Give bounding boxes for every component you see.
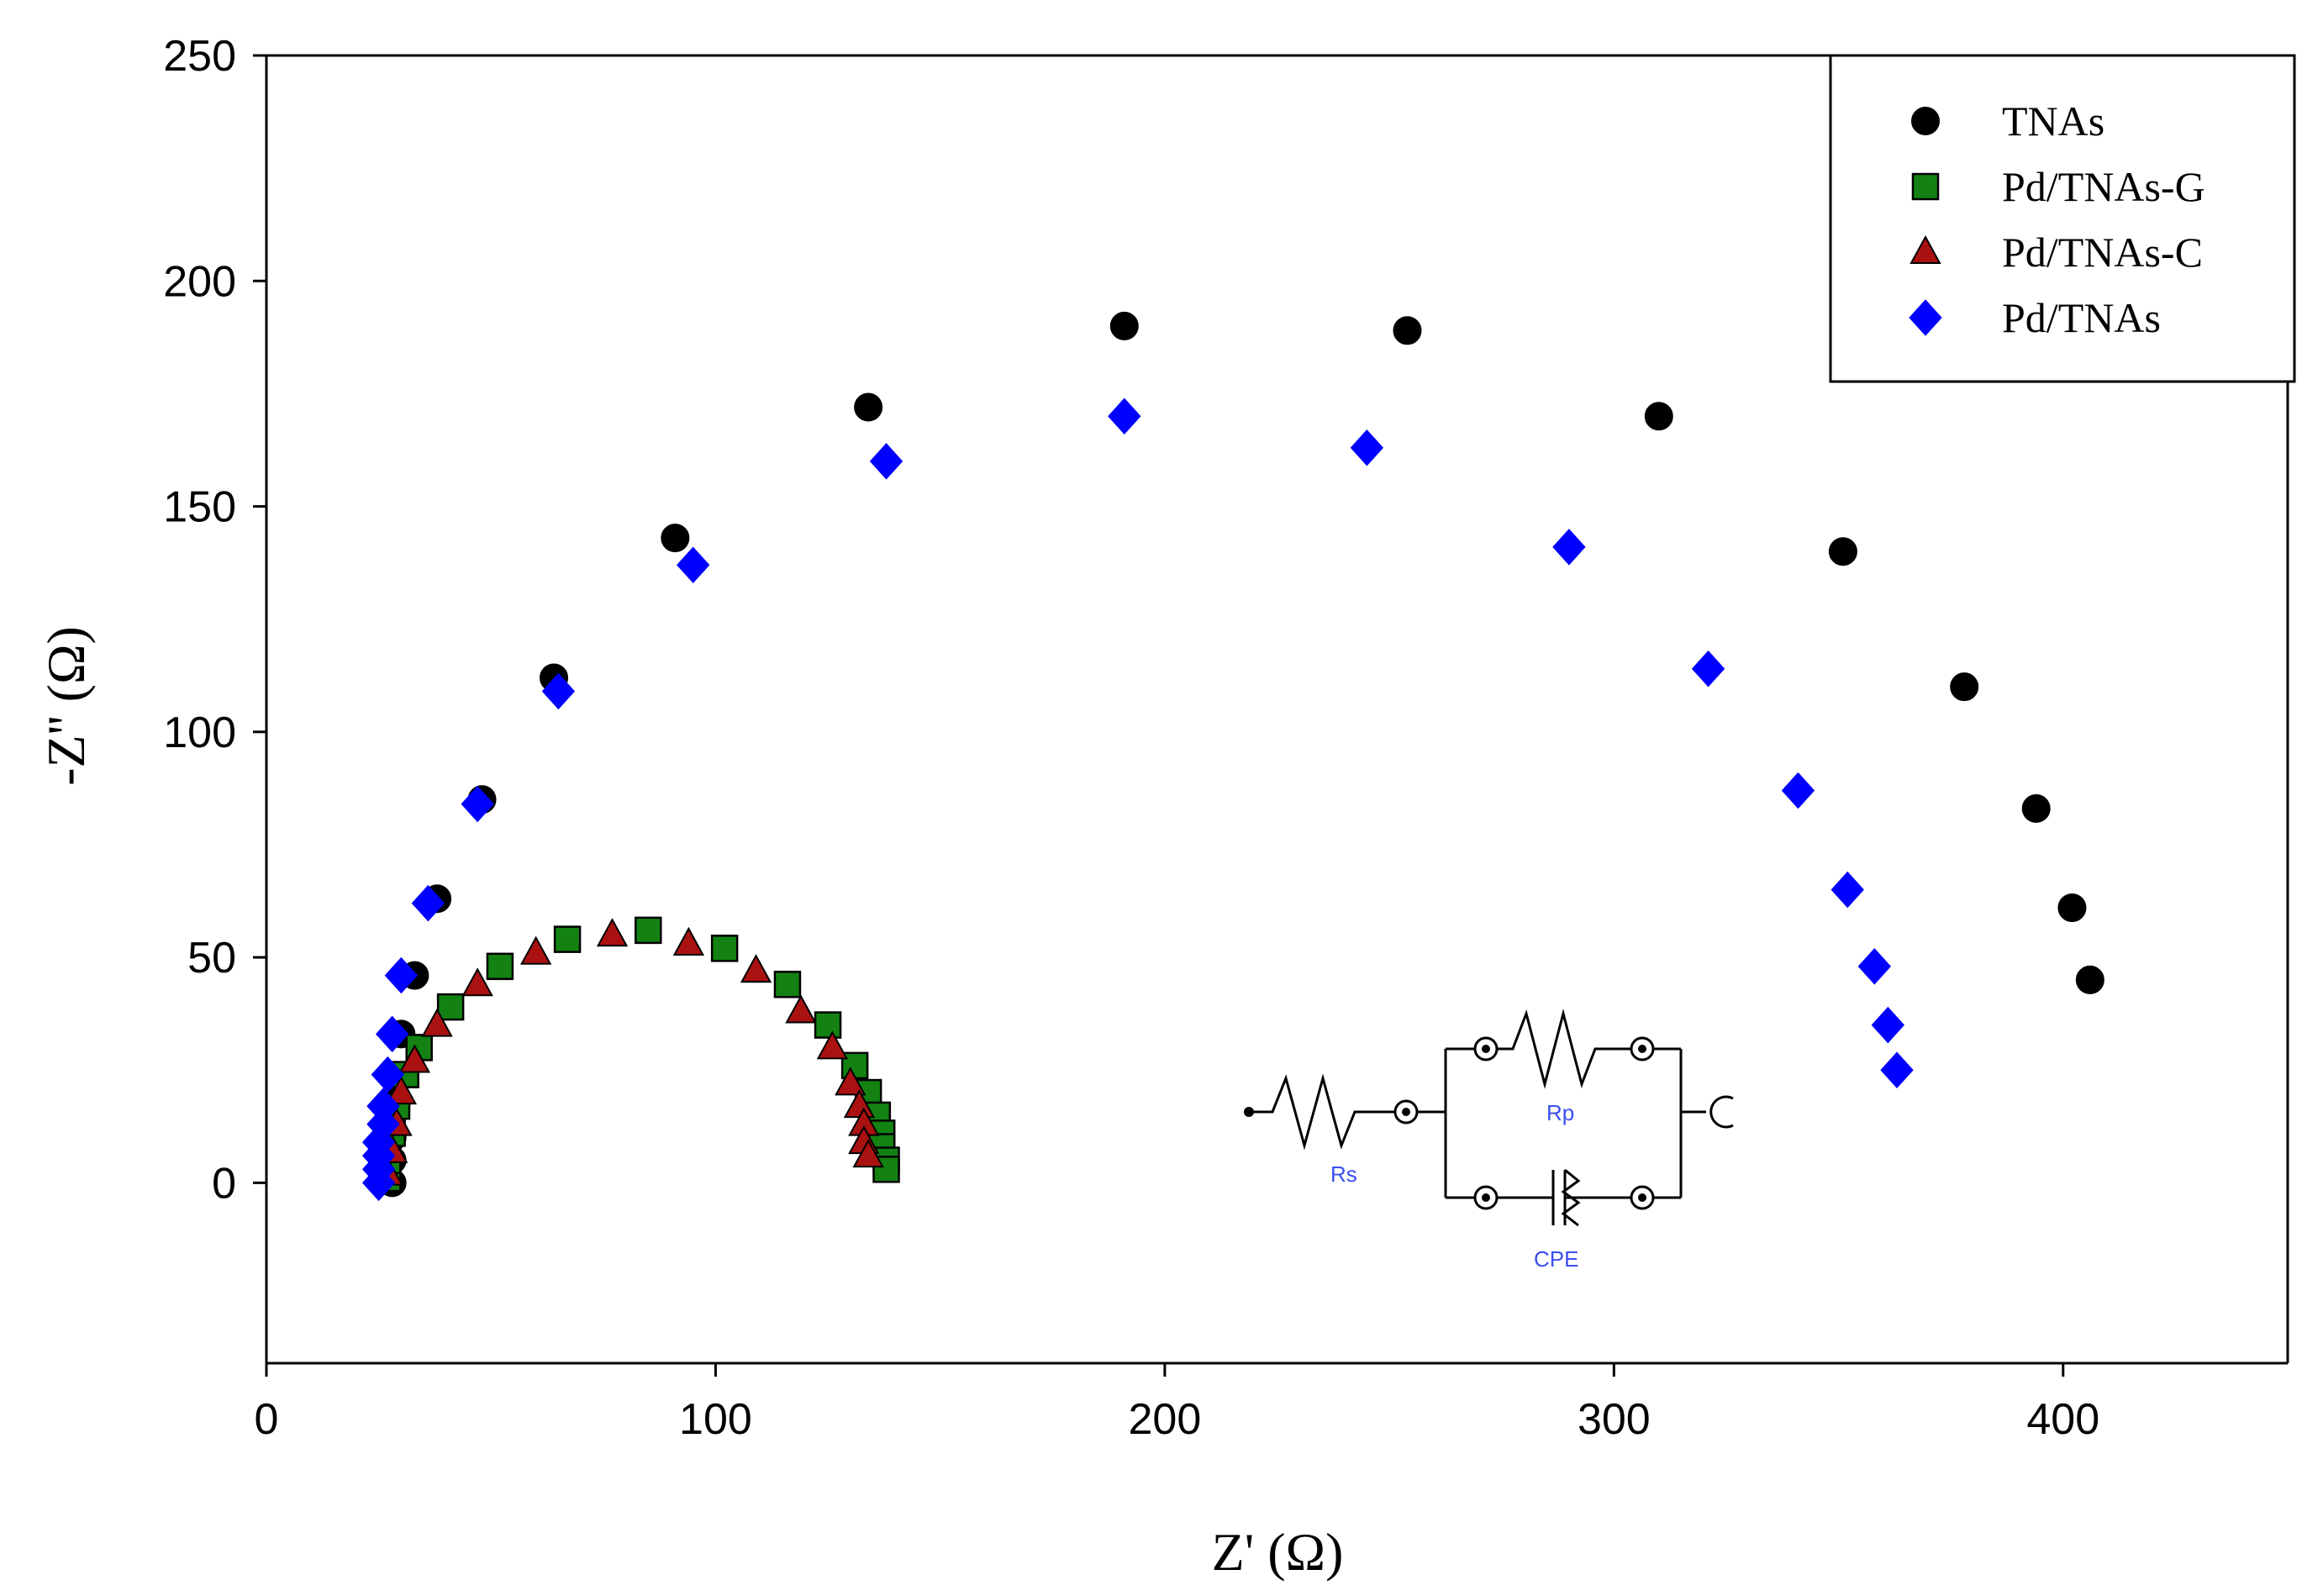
circuit-node-1-dot xyxy=(1402,1108,1410,1116)
x-tick-label: 100 xyxy=(679,1395,752,1444)
legend: TNAs Pd/TNAs-G Pd/TNAs-C Pd/TNAs xyxy=(1829,54,2296,383)
data-point xyxy=(635,916,662,945)
cpe-label: CPE xyxy=(1534,1246,1578,1272)
data-point xyxy=(366,1088,400,1125)
data-point xyxy=(1552,529,1586,566)
legend-label: Pd/TNAs xyxy=(2002,294,2161,341)
x-tick-label: 300 xyxy=(1578,1395,1651,1444)
y-tick-label: 50 xyxy=(187,934,236,982)
data-point xyxy=(553,925,582,953)
data-point xyxy=(1691,650,1725,687)
data-point xyxy=(661,524,690,553)
legend-box xyxy=(1829,54,2296,383)
data-point xyxy=(835,1067,867,1096)
y-tick-label: 100 xyxy=(163,708,236,757)
data-point xyxy=(519,935,552,965)
rp-label: Rp xyxy=(1546,1100,1574,1125)
data-point xyxy=(1109,311,1139,340)
legend-marker xyxy=(1911,172,1940,201)
data-point xyxy=(1781,772,1815,809)
y-axis-title: -Z'' (Ω) xyxy=(36,626,96,786)
legend-label: Pd/TNAs-G xyxy=(2002,163,2205,210)
data-point xyxy=(1108,398,1141,435)
data-point xyxy=(1830,871,1864,909)
circuit-node-4-dot xyxy=(1482,1193,1490,1202)
data-point xyxy=(773,971,802,998)
data-point xyxy=(461,967,493,997)
data-point xyxy=(436,993,465,1021)
data-point xyxy=(2021,794,2051,824)
series-pd-tnas-c xyxy=(371,918,884,1186)
y-tick-label: 250 xyxy=(163,32,236,81)
y-tick-label: 0 xyxy=(212,1159,236,1208)
data-point xyxy=(852,1139,884,1168)
data-point xyxy=(411,884,445,922)
data-point xyxy=(421,1008,453,1037)
data-point xyxy=(384,956,419,994)
circuit-terminal-right xyxy=(1709,1095,1734,1129)
data-point xyxy=(740,954,772,983)
data-point xyxy=(785,994,817,1024)
legend-marker xyxy=(1909,299,1942,336)
data-point xyxy=(541,672,576,710)
x-tick-label: 200 xyxy=(1129,1395,1202,1444)
axes: 0 100 200 300 400 0 50 100 150 200 250 xyxy=(163,32,2289,1444)
data-point xyxy=(375,1015,409,1053)
data-point xyxy=(398,1044,431,1073)
data-point xyxy=(2057,893,2087,923)
data-point xyxy=(461,785,494,823)
circuit-wire-merge xyxy=(1653,1047,1706,1199)
data-point xyxy=(486,952,514,981)
data-point xyxy=(854,392,883,422)
legend-marker xyxy=(1911,107,1940,135)
circuit-wire-split xyxy=(1417,1047,1475,1199)
data-point xyxy=(710,935,739,962)
legend-label: TNAs xyxy=(2002,97,2104,145)
series-pd-tnas xyxy=(361,398,1914,1202)
y-tick-label: 200 xyxy=(163,257,236,306)
data-point xyxy=(677,546,710,584)
resistor-rs xyxy=(1254,1073,1395,1151)
data-point xyxy=(816,1030,849,1060)
data-point xyxy=(1871,1006,1905,1044)
data-point xyxy=(1950,672,1979,702)
data-point xyxy=(1393,316,1422,345)
data-point xyxy=(1880,1051,1914,1088)
circuit-terminal-left xyxy=(1244,1107,1254,1117)
legend-label: Pd/TNAs-C xyxy=(2002,229,2203,276)
equivalent-circuit-inset xyxy=(1244,1009,1734,1227)
data-point xyxy=(1350,429,1384,466)
data-point xyxy=(596,918,629,947)
circuit-node-2-dot xyxy=(1482,1045,1490,1053)
data-point xyxy=(2075,965,2104,994)
x-tick-label: 0 xyxy=(255,1395,279,1444)
data-point xyxy=(371,1056,404,1093)
data-point xyxy=(1828,537,1857,566)
circuit-node-5-dot xyxy=(1638,1193,1646,1202)
legend-marker xyxy=(1909,234,1941,264)
y-tick-label: 150 xyxy=(163,483,236,532)
resistor-rp xyxy=(1497,1009,1631,1089)
cpe-element xyxy=(1497,1168,1631,1227)
data-point xyxy=(385,1075,418,1105)
x-axis-title: Z' (Ω) xyxy=(1212,1522,1344,1582)
rs-label: Rs xyxy=(1330,1161,1357,1187)
data-markers xyxy=(361,311,2104,1202)
data-point xyxy=(1644,402,1673,431)
x-tick-label: 400 xyxy=(2026,1395,2099,1444)
data-point xyxy=(869,443,903,480)
data-point xyxy=(814,1011,842,1039)
data-point xyxy=(672,926,705,956)
circuit-node-3-dot xyxy=(1638,1045,1646,1053)
data-point xyxy=(1857,948,1891,985)
